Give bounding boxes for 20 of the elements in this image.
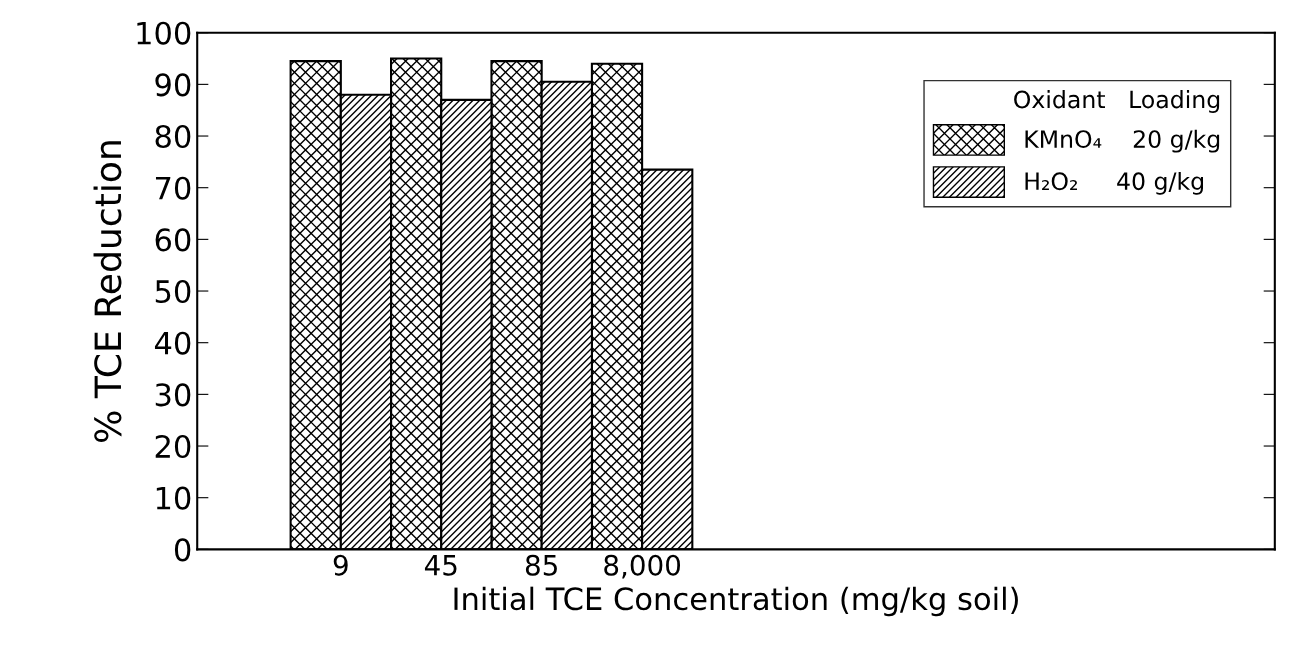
legend-label: KMnO₄ 20 g/kg <box>1025 129 1220 153</box>
y-tick-label: 0 <box>174 538 191 562</box>
x-tick-label: 45 <box>424 555 457 576</box>
y-tick-label: 90 <box>155 73 191 97</box>
y-tick-label: 10 <box>156 486 191 510</box>
legend-title: Oxidant Loading <box>1014 90 1220 113</box>
x-tick-label: 8,000 <box>604 554 681 579</box>
y-tick-label: 40 <box>154 331 191 355</box>
x-axis-title: Initial TCE Concentration (mg/kg soil) <box>454 586 1018 617</box>
y-tick-label: 80 <box>155 124 191 149</box>
y-tick-label: 20 <box>155 434 191 459</box>
y-tick-label: 70 <box>155 176 191 200</box>
x-tick-label: 85 <box>525 554 557 576</box>
legend-label: H₂O₂ 40 g/kg <box>1025 171 1203 195</box>
y-tick-label: 60 <box>155 228 191 252</box>
y-tick-label: 30 <box>155 383 191 407</box>
y-axis-title: % TCE Reduction <box>93 141 122 442</box>
x-tick-label: 9 <box>333 554 348 576</box>
y-tick-label: 50 <box>155 279 191 304</box>
y-tick-label: 100 <box>137 21 191 45</box>
